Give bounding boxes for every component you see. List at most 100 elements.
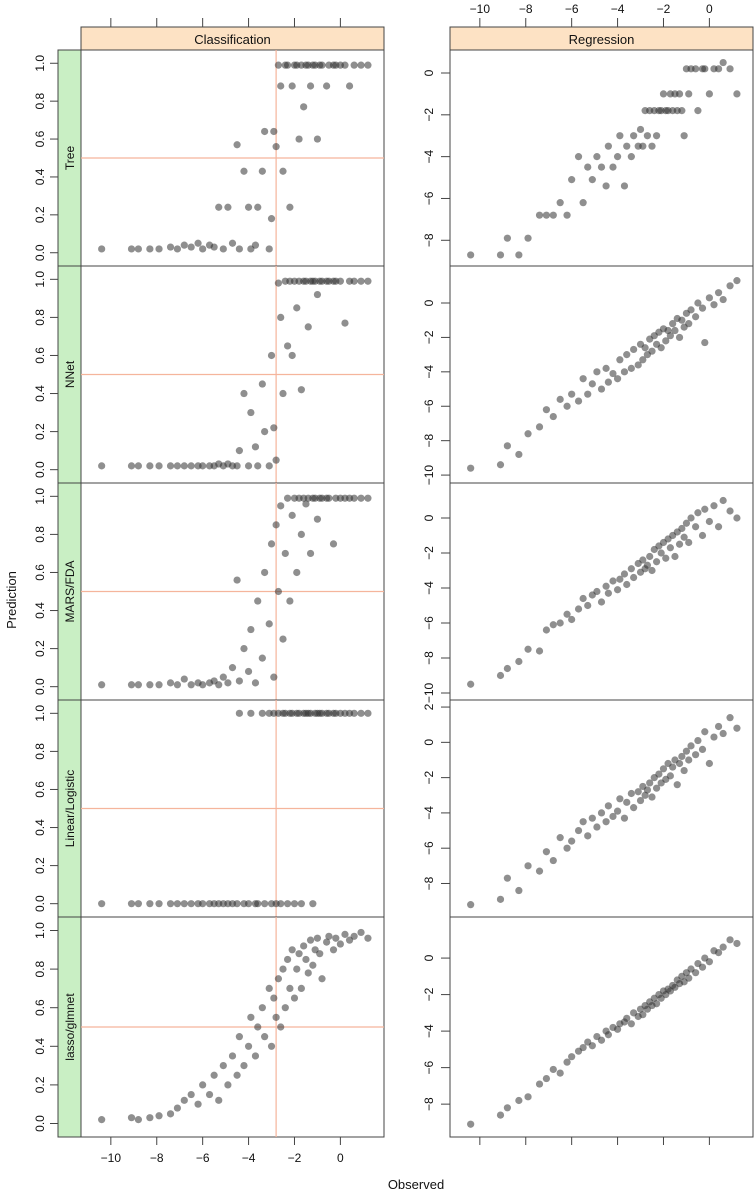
data-point-classification (286, 984, 294, 993)
data-point-regression (634, 361, 642, 369)
data-point-regression (620, 814, 629, 822)
data-point-classification (146, 462, 154, 470)
data-point-regression (568, 1053, 576, 1061)
data-point-regression (602, 182, 610, 190)
data-point-regression (568, 615, 576, 624)
data-point-classification (244, 1042, 253, 1050)
data-point-regression (687, 306, 695, 314)
data-point-classification (267, 215, 276, 223)
data-point-classification (288, 351, 296, 360)
data-point-regression (535, 1080, 544, 1088)
data-point-regression (692, 969, 700, 977)
y-tick-label: −8 (422, 876, 436, 890)
data-point-classification (279, 167, 287, 175)
data-point-regression (648, 347, 656, 355)
data-point-classification (240, 167, 248, 175)
data-point-classification (180, 241, 188, 249)
data-point-classification (127, 245, 136, 253)
data-point-regression (698, 304, 707, 312)
data-point-classification (215, 203, 223, 211)
data-point-classification (251, 1052, 260, 1060)
data-point-classification (219, 1061, 227, 1070)
data-point-classification (134, 462, 142, 470)
data-point-classification (180, 462, 188, 470)
x-tick-label-top: −2 (657, 2, 671, 16)
data-point-regression (694, 299, 702, 307)
data-point-classification (286, 203, 294, 211)
data-point-regression (719, 943, 727, 951)
y-tick-label: −10 (422, 682, 436, 703)
data-point-regression (597, 598, 606, 606)
data-point-regression (657, 344, 665, 352)
data-point-regression (524, 234, 532, 242)
data-point-classification (329, 946, 338, 954)
y-tick-label: 0.2 (33, 206, 47, 223)
x-tick-label-bottom: −6 (196, 1151, 210, 1165)
data-point-regression (584, 163, 592, 171)
y-tick-label: −10 (422, 465, 436, 486)
data-point-regression (593, 368, 601, 376)
data-point-classification (350, 61, 358, 69)
data-point-classification (297, 530, 305, 538)
data-point-regression (692, 523, 700, 531)
y-tick-label: −2 (422, 546, 436, 560)
data-point-regression (671, 552, 679, 561)
x-tick-label-bottom: −4 (242, 1151, 256, 1165)
data-point-classification (364, 61, 372, 69)
data-point-regression (609, 577, 617, 585)
data-point-regression (694, 736, 702, 745)
data-point-regression (701, 505, 709, 513)
data-point-classification (270, 127, 278, 136)
y-tick-label: 1.0 (33, 488, 47, 505)
y-tick-label: −8 (422, 651, 436, 665)
data-point-classification (270, 424, 278, 432)
data-point-regression (705, 517, 713, 526)
data-point-classification (233, 1071, 241, 1079)
data-point-regression (705, 759, 713, 768)
data-point-regression (515, 886, 523, 895)
data-point-regression (675, 759, 684, 768)
data-point-regression (467, 1120, 475, 1128)
y-tick-label: 0.8 (33, 309, 47, 326)
data-point-regression (515, 251, 523, 259)
y-tick-label: −6 (422, 616, 436, 630)
data-point-regression (627, 789, 635, 798)
data-point-classification (166, 679, 175, 687)
data-point-classification (219, 673, 227, 681)
data-point-classification (251, 679, 260, 687)
data-point-classification (215, 1096, 223, 1104)
data-point-regression (496, 251, 505, 259)
data-point-regression (588, 380, 596, 388)
data-point-regression (542, 211, 551, 219)
data-point-regression (639, 142, 647, 150)
data-point-regression (643, 786, 652, 794)
data-point-classification (277, 502, 285, 510)
data-point-regression (467, 901, 475, 909)
data-point-regression (503, 874, 511, 882)
data-point-classification (341, 319, 349, 327)
data-point-regression (630, 573, 638, 582)
data-point-classification (265, 984, 273, 993)
data-point-classification (279, 965, 287, 973)
regression-panel (449, 916, 754, 1138)
data-point-classification (288, 511, 296, 519)
data-point-regression (678, 316, 686, 324)
data-point-classification (290, 994, 299, 1002)
data-point-regression (636, 125, 645, 134)
data-point-classification (313, 290, 322, 299)
data-point-regression (659, 765, 668, 773)
data-point-classification (274, 587, 283, 596)
data-point-regression (503, 1104, 511, 1112)
y-tick-label: 0.8 (33, 743, 47, 760)
data-point-regression (701, 338, 709, 347)
data-point-classification (187, 1090, 195, 1099)
data-point-regression (568, 837, 576, 845)
data-point-classification (254, 203, 262, 211)
y-tick-label: −2 (422, 987, 436, 1001)
data-point-classification (332, 934, 340, 942)
data-point-classification (306, 82, 315, 90)
data-point-regression (641, 344, 649, 352)
data-point-regression (602, 818, 610, 826)
data-point-regression (563, 610, 571, 618)
y-tick-label: 0.6 (33, 781, 47, 798)
